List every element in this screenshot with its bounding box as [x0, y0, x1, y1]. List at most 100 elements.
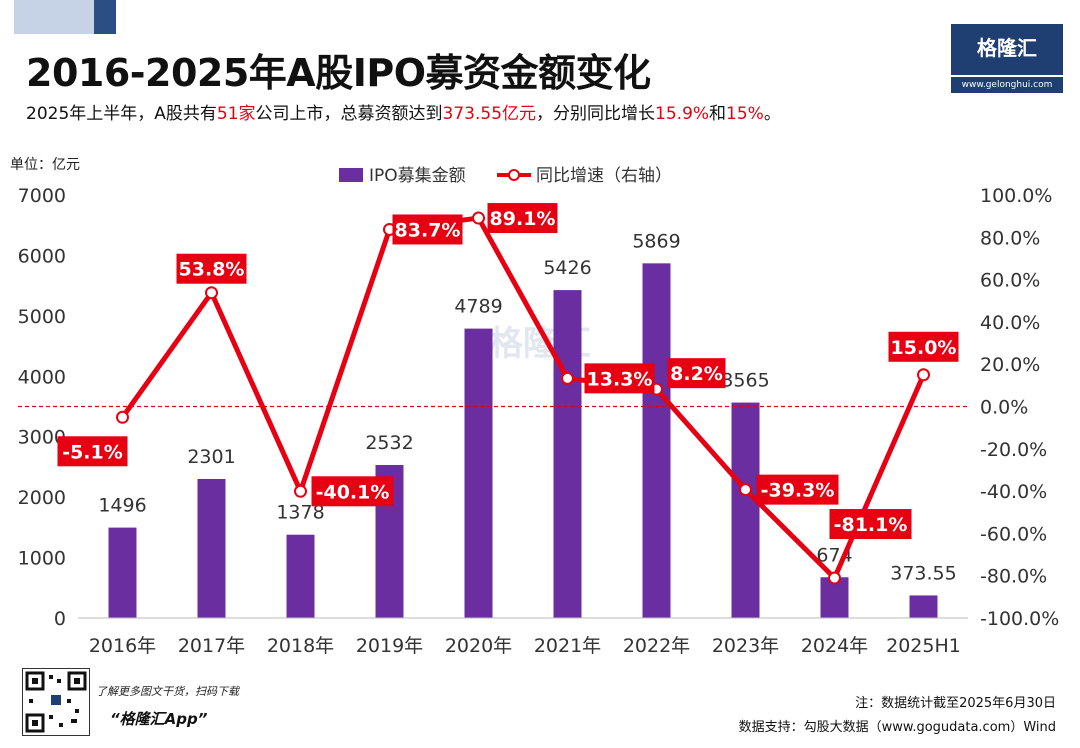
- growth-label: 8.2%: [670, 363, 723, 385]
- bar-value-label: 2532: [365, 432, 413, 454]
- subtitle-text: 。: [763, 104, 781, 124]
- growth-point: [739, 483, 752, 497]
- bar-value-label: 5426: [543, 257, 591, 279]
- y-right-tick-label: -80.0%: [980, 566, 1047, 588]
- growth-label: 15.0%: [891, 337, 957, 359]
- bar: [909, 595, 938, 618]
- growth-label-box: [584, 363, 655, 394]
- x-tick-label: 2018年: [267, 635, 334, 657]
- bar-value-label: 2301: [187, 446, 235, 468]
- bar-value-label: 1378: [276, 502, 324, 524]
- growth-label: -39.3%: [761, 480, 835, 502]
- bar-value-label: 4789: [454, 296, 502, 318]
- x-tick-label: 2025H1: [886, 635, 961, 657]
- subtitle-text: 2025年上半年，A股共有: [26, 104, 217, 124]
- page-title: 2016-2025年A股IPO募资金额变化: [26, 51, 651, 95]
- growth-label-box: [311, 476, 394, 507]
- x-tick-label: 2016年: [89, 635, 156, 657]
- y-left-tick-label: 5000: [18, 306, 66, 328]
- growth-point: [561, 371, 574, 385]
- bar-value-label: 5869: [632, 230, 680, 252]
- app-name-text: “格隆汇App”: [110, 710, 208, 728]
- brand-logo: 格隆汇: [951, 24, 1063, 75]
- subtitle-highlight-count: 51家: [216, 104, 256, 124]
- x-tick-label: 2020年: [445, 635, 512, 657]
- growth-point: [828, 571, 841, 585]
- bar: [731, 402, 760, 618]
- growth-label-box: [667, 358, 726, 389]
- bar-value-label: 373.55: [890, 562, 956, 584]
- y-left-tick-label: 7000: [18, 185, 66, 207]
- growth-label: -81.1%: [834, 514, 908, 536]
- growth-label: 13.3%: [587, 368, 653, 390]
- growth-label-box: [392, 214, 463, 245]
- growth-label-box: [487, 203, 558, 234]
- x-tick-label: 2024年: [801, 635, 868, 657]
- y-left-tick-label: 6000: [18, 245, 66, 267]
- page-subtitle: 2025年上半年，A股共有51家公司上市，总募资额达到373.55亿元，分别同比…: [26, 99, 781, 124]
- subtitle-text: 和: [709, 104, 727, 124]
- y-right-tick-label: 0.0%: [980, 397, 1028, 419]
- y-left-tick-label: 2000: [18, 487, 66, 509]
- bar: [108, 527, 137, 618]
- brand-logo-text: 格隆汇: [977, 36, 1037, 60]
- growth-point: [205, 286, 218, 300]
- bar: [197, 478, 226, 618]
- bar: [464, 328, 493, 618]
- qr-code-icon[interactable]: [22, 668, 90, 736]
- x-tick-label: 2021年: [534, 635, 601, 657]
- growth-label: 53.8%: [179, 259, 245, 281]
- y-right-tick-label: 60.0%: [980, 270, 1040, 292]
- subtitle-highlight-pct1: 15.9%: [655, 104, 710, 124]
- subtitle-highlight-amount: 373.55亿元: [442, 104, 537, 124]
- subtitle-text: ，分别同比增长: [536, 104, 656, 124]
- growth-label-box: [829, 509, 912, 540]
- legend-bar-label: IPO募集金额: [369, 166, 466, 186]
- y-left-tick-label: 1000: [18, 548, 66, 570]
- growth-point: [472, 211, 485, 225]
- y-left-tick-label: 3000: [18, 427, 66, 449]
- x-tick-label: 2019年: [356, 635, 423, 657]
- growth-line: [120, 215, 926, 581]
- header-accent-block-dark: [94, 0, 116, 34]
- y-axis-unit-label: 单位：亿元: [10, 157, 80, 173]
- legend-line-marker: [508, 169, 520, 181]
- y-left-tick-label: 0: [54, 608, 66, 630]
- header-accent-block: [14, 0, 94, 34]
- growth-label: -40.1%: [316, 481, 390, 503]
- y-right-tick-label: 100.0%: [980, 185, 1052, 207]
- legend-bar-swatch: [339, 168, 363, 182]
- qr-tip-text: 了解更多图文干货，扫码下载: [96, 685, 239, 698]
- bar: [553, 290, 582, 618]
- bar: [642, 263, 671, 618]
- bar: [286, 534, 315, 618]
- data-source: 数据支持：勾股大数据（www.gogudata.com）Wind: [738, 720, 1056, 735]
- growth-point: [917, 368, 930, 382]
- x-tick-label: 2023年: [712, 635, 779, 657]
- y-right-tick-label: 80.0%: [980, 227, 1040, 249]
- growth-label: 89.1%: [490, 208, 556, 230]
- x-tick-label: 2017年: [178, 635, 245, 657]
- growth-label: -5.1%: [62, 441, 123, 463]
- subtitle-text: 公司上市，总募资额达到: [255, 104, 443, 124]
- growth-label-box: [57, 436, 128, 467]
- y-right-tick-label: -20.0%: [980, 439, 1047, 461]
- y-right-tick-label: 20.0%: [980, 354, 1040, 376]
- subtitle-highlight-pct2: 15%: [726, 104, 764, 124]
- y-right-tick-label: 40.0%: [980, 312, 1040, 334]
- growth-point: [294, 484, 307, 498]
- x-tick-label: 2022年: [623, 635, 690, 657]
- y-right-tick-label: -100.0%: [980, 608, 1059, 630]
- growth-label-box: [176, 253, 247, 284]
- growth-label: 83.7%: [395, 219, 461, 241]
- brand-url: www.gelonghui.com: [951, 77, 1063, 93]
- bar-value-label: 1496: [98, 495, 146, 517]
- footnote: 注：数据统计截至2025年6月30日: [855, 696, 1056, 711]
- growth-point: [116, 410, 129, 424]
- y-left-tick-label: 4000: [18, 366, 66, 388]
- y-right-tick-label: -40.0%: [980, 481, 1047, 503]
- y-right-tick-label: -60.0%: [980, 523, 1047, 545]
- legend-line-label: 同比增速（右轴）: [536, 166, 672, 186]
- growth-label-box: [888, 331, 959, 362]
